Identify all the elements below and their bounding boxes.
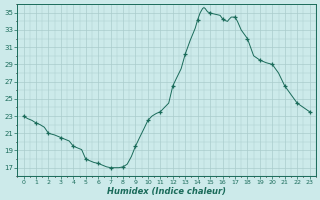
X-axis label: Humidex (Indice chaleur): Humidex (Indice chaleur) <box>107 187 226 196</box>
